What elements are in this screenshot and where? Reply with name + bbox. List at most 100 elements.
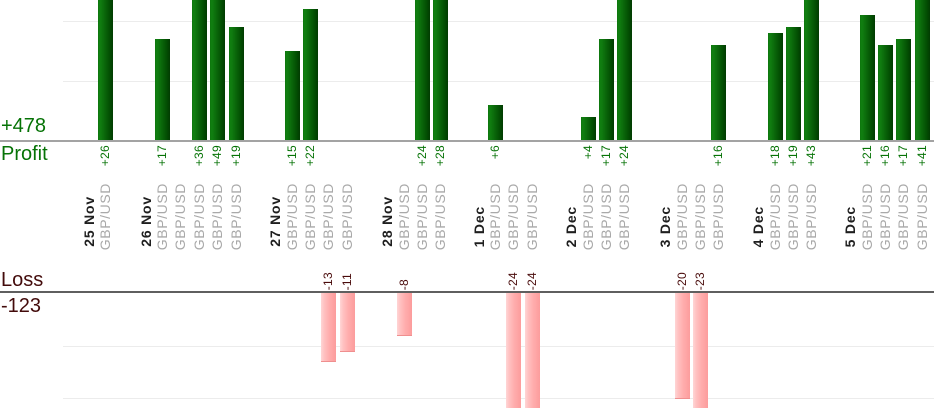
date-label: 5 Dec xyxy=(842,205,858,247)
trade-symbol-label: GBP/USD xyxy=(154,182,170,250)
trade-symbol-label: GBP/USD xyxy=(913,182,930,250)
trade-symbol-label: GBP/USD xyxy=(784,182,801,250)
trade-symbol-label: GBP/USD xyxy=(766,182,783,250)
profit-gridline xyxy=(63,21,934,22)
trade-symbol-label: GBP/USD xyxy=(227,182,244,250)
trade-value-label: +41 xyxy=(914,145,929,167)
date-label: 1 Dec xyxy=(470,205,487,247)
profit-bar xyxy=(155,39,170,141)
trade-symbol-label: GBP/USD xyxy=(803,182,820,250)
trade-symbol-label: GBP/USD xyxy=(710,182,727,250)
loss-plot-area xyxy=(0,293,934,408)
trade-symbol-label: GBP/USD xyxy=(338,182,355,250)
trade-value-label: +17 xyxy=(896,145,911,167)
trade-value-label: +24 xyxy=(617,145,632,167)
trade-value-label: +28 xyxy=(433,145,448,167)
trade-symbol-label: GBP/USD xyxy=(320,182,337,250)
trade-value-label: -11 xyxy=(339,272,354,290)
date-label: 25 Nov xyxy=(80,196,97,247)
loss-total: -123 xyxy=(1,295,42,317)
profit-bar xyxy=(302,9,318,141)
trade-value-label: +19 xyxy=(785,145,800,167)
profit-bar xyxy=(191,0,207,141)
profit-bar xyxy=(284,51,300,141)
trade-value-label: +26 xyxy=(98,145,112,167)
trade-symbol-label: GBP/USD xyxy=(895,182,912,250)
trade-value-label: +15 xyxy=(284,145,299,167)
profit-bar xyxy=(598,39,614,141)
profit-bar xyxy=(488,105,503,141)
trade-symbol-label: GBP/USD xyxy=(579,182,596,250)
profit-zero-line xyxy=(0,140,934,142)
trade-symbol-label: GBP/USD xyxy=(209,182,226,250)
trade-value-label: -20 xyxy=(674,271,689,290)
trade-symbol-label: GBP/USD xyxy=(395,182,412,250)
trade-symbol-label: GBP/USD xyxy=(413,182,430,250)
trade-value-label: +21 xyxy=(859,145,874,167)
trade-symbol-label: GBP/USD xyxy=(190,182,207,250)
loss-bar xyxy=(674,293,690,399)
trade-value-label: -8 xyxy=(396,278,411,290)
loss-bar xyxy=(506,293,522,408)
trade-value-label: +6 xyxy=(488,145,502,160)
profit-bar xyxy=(859,15,875,141)
date-label: 27 Nov xyxy=(267,196,283,247)
profit-bar xyxy=(580,117,596,141)
date-label: 26 Nov xyxy=(137,196,154,247)
trade-value-label: +43 xyxy=(804,145,819,167)
profit-bar xyxy=(804,0,820,141)
profit-bar xyxy=(914,0,930,141)
trade-value-label: +4 xyxy=(580,145,595,160)
trade-symbol-label: GBP/USD xyxy=(616,182,633,250)
profit-bar xyxy=(785,27,801,141)
loss-bar xyxy=(321,293,337,363)
loss-zero-line xyxy=(0,291,934,293)
trade-symbol-label: GBP/USD xyxy=(597,182,614,250)
profit-bar xyxy=(711,45,727,141)
trade-value-label: -24 xyxy=(524,271,539,290)
profit-bar xyxy=(877,45,893,141)
loss-gridline xyxy=(63,398,934,399)
trade-symbol-label: GBP/USD xyxy=(691,182,708,250)
trade-symbol-label: GBP/USD xyxy=(505,182,522,250)
profit-bar xyxy=(228,27,244,141)
profit-bar xyxy=(414,0,430,141)
trade-value-label: +18 xyxy=(767,145,782,167)
trade-symbol-label: GBP/USD xyxy=(487,182,503,250)
profit-bar xyxy=(210,0,226,141)
profit-axis-label: Profit xyxy=(1,143,48,165)
date-label: 4 Dec xyxy=(750,205,766,247)
trade-symbol-label: GBP/USD xyxy=(283,182,300,250)
trade-symbol-label: GBP/USD xyxy=(432,182,449,250)
trade-symbol-label: GBP/USD xyxy=(673,182,690,250)
loss-axis-label: Loss xyxy=(1,269,44,291)
profit-bar xyxy=(98,0,113,141)
profit-plot-area xyxy=(0,0,934,141)
trade-value-label: +22 xyxy=(302,145,317,167)
profit-bar xyxy=(617,0,633,141)
loss-bar xyxy=(692,293,708,408)
trade-value-label: -24 xyxy=(506,271,521,290)
profit-bar xyxy=(767,33,783,141)
trade-value-label: -13 xyxy=(321,271,336,290)
loss-gridline xyxy=(63,345,934,347)
profit-gridline xyxy=(63,81,934,82)
date-label: 3 Dec xyxy=(657,205,673,247)
trade-symbol-label: GBP/USD xyxy=(97,182,113,250)
trade-value-label: +24 xyxy=(414,145,429,167)
trade-symbol-label: GBP/USD xyxy=(876,182,893,250)
trade-value-label: +36 xyxy=(191,145,206,167)
trade-value-label: +16 xyxy=(877,145,892,167)
trade-value-label: +19 xyxy=(228,145,243,167)
loss-bar xyxy=(339,293,355,352)
trade-symbol-label: GBP/USD xyxy=(523,182,540,250)
date-label: 2 Dec xyxy=(563,205,579,247)
loss-bar xyxy=(524,293,540,408)
trade-value-label: +17 xyxy=(155,145,169,167)
loss-bar xyxy=(396,293,412,336)
date-label: 28 Nov xyxy=(379,196,395,247)
profit-total: +478 xyxy=(1,115,47,137)
trade-symbol-label: GBP/USD xyxy=(172,182,189,250)
trade-value-label: -23 xyxy=(692,271,707,290)
